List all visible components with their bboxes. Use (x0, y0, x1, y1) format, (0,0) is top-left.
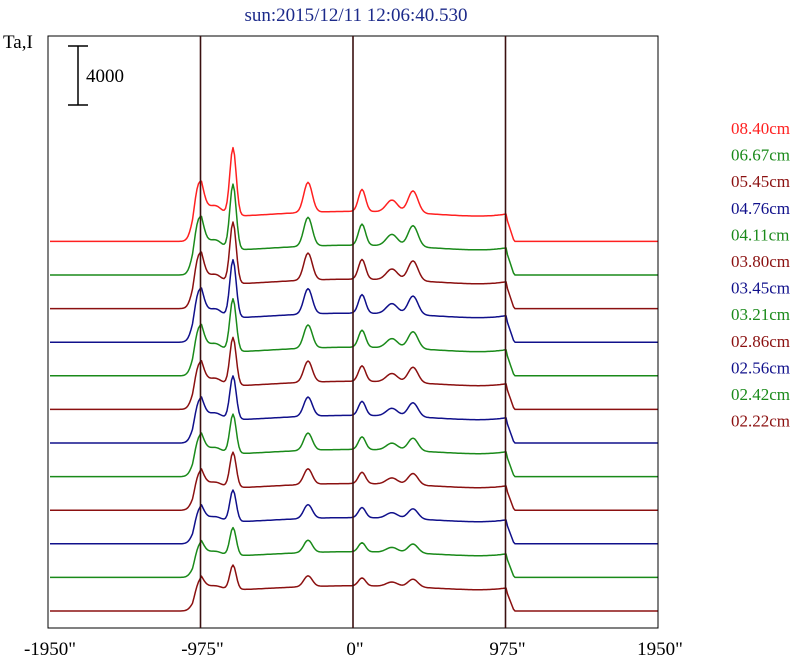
chart-title: sun:2015/12/11 12:06:40.530 (244, 5, 467, 26)
legend-entry-5: 03.80cm (731, 252, 790, 271)
x-tick-label-2: 0" (346, 639, 363, 660)
y-axis-label: Ta,I (3, 32, 33, 53)
legend-entry-4: 04.11cm (731, 225, 789, 244)
legend-entry-3: 04.76cm (731, 199, 790, 218)
scale-bar: 4000 (68, 45, 124, 106)
x-tick-label-3: 975" (489, 639, 525, 660)
x-axis-ticks: -1950" -975" 0" 975" 1950" (24, 639, 683, 660)
legend-entry-10: 02.42cm (731, 385, 790, 404)
legend-entry-8: 02.86cm (731, 332, 790, 351)
x-tick-label-4: 1950" (637, 639, 683, 660)
reference-lines (199, 36, 507, 628)
legend-entry-1: 06.67cm (731, 146, 790, 165)
legend-entry-9: 02.56cm (731, 358, 790, 377)
legend-entry-6: 03.45cm (731, 279, 790, 298)
legend-entry-2: 05.45cm (731, 172, 790, 191)
scale-bar-label: 4000 (86, 66, 124, 87)
x-tick-label-0: -1950" (24, 639, 76, 660)
x-tick-label-1: -975" (181, 639, 224, 660)
legend-entry-0: 08.40cm (731, 119, 790, 138)
legend: 08.40cm 06.67cm 05.45cm 04.76cm 04.11cm 03.80… (731, 119, 790, 431)
legend-entry-11: 02.22cm (731, 412, 790, 431)
legend-entry-7: 03.21cm (731, 305, 790, 324)
